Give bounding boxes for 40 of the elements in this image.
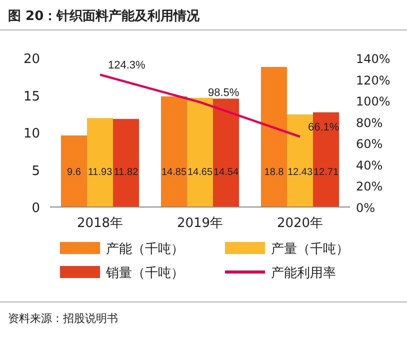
bar — [113, 118, 139, 207]
data-label: 98.5% — [208, 87, 240, 100]
bar — [161, 96, 187, 207]
y-tick-label: 5 — [32, 164, 40, 179]
data-label: 11.93 — [88, 166, 113, 178]
x-tick-label: 2018年 — [76, 216, 124, 231]
data-label: 11.82 — [114, 166, 139, 178]
data-label: 14.54 — [213, 166, 239, 178]
bar — [61, 135, 87, 207]
y2-tick-label: 100% — [356, 94, 390, 109]
x-tick-label: 2019年 — [176, 216, 224, 231]
legend-label: 产能利用率 — [271, 265, 336, 281]
y2-tick-label: 0% — [356, 201, 376, 215]
chart-title: 图 20：针织面料产能及利用情况 — [8, 8, 201, 24]
y-tick-label: 15 — [23, 89, 40, 104]
data-label: 18.8 — [264, 166, 284, 178]
y2-tick-label: 60% — [356, 137, 383, 152]
bar — [261, 66, 287, 207]
data-label: 12.71 — [313, 166, 339, 178]
y2-tick-label: 80% — [356, 116, 383, 130]
bar — [213, 98, 239, 207]
data-label: 14.65 — [187, 166, 213, 178]
y2-tick-label: 40% — [356, 158, 383, 172]
data-label: 124.3% — [108, 60, 146, 72]
y2-tick-label: 20% — [356, 180, 383, 194]
y-tick-label: 0 — [32, 201, 40, 216]
data-label: 9.6 — [67, 166, 82, 178]
y2-tick-label: 140% — [356, 52, 390, 66]
bar — [87, 118, 113, 207]
y-tick-label: 20 — [23, 52, 40, 67]
y2-tick-label: 120% — [356, 73, 390, 88]
legend-label: 产能（千吨） — [106, 242, 184, 257]
y-tick-label: 10 — [23, 126, 40, 142]
data-label: 14.85 — [161, 166, 187, 178]
data-label: 12.43 — [287, 166, 313, 178]
x-tick-label: 2020年 — [276, 216, 324, 231]
text: 资料来源：招股说明书 — [8, 312, 118, 325]
legend-label: 产量（千吨） — [271, 242, 349, 257]
bar — [187, 98, 213, 207]
legend-label: 销量（千吨） — [105, 266, 184, 281]
